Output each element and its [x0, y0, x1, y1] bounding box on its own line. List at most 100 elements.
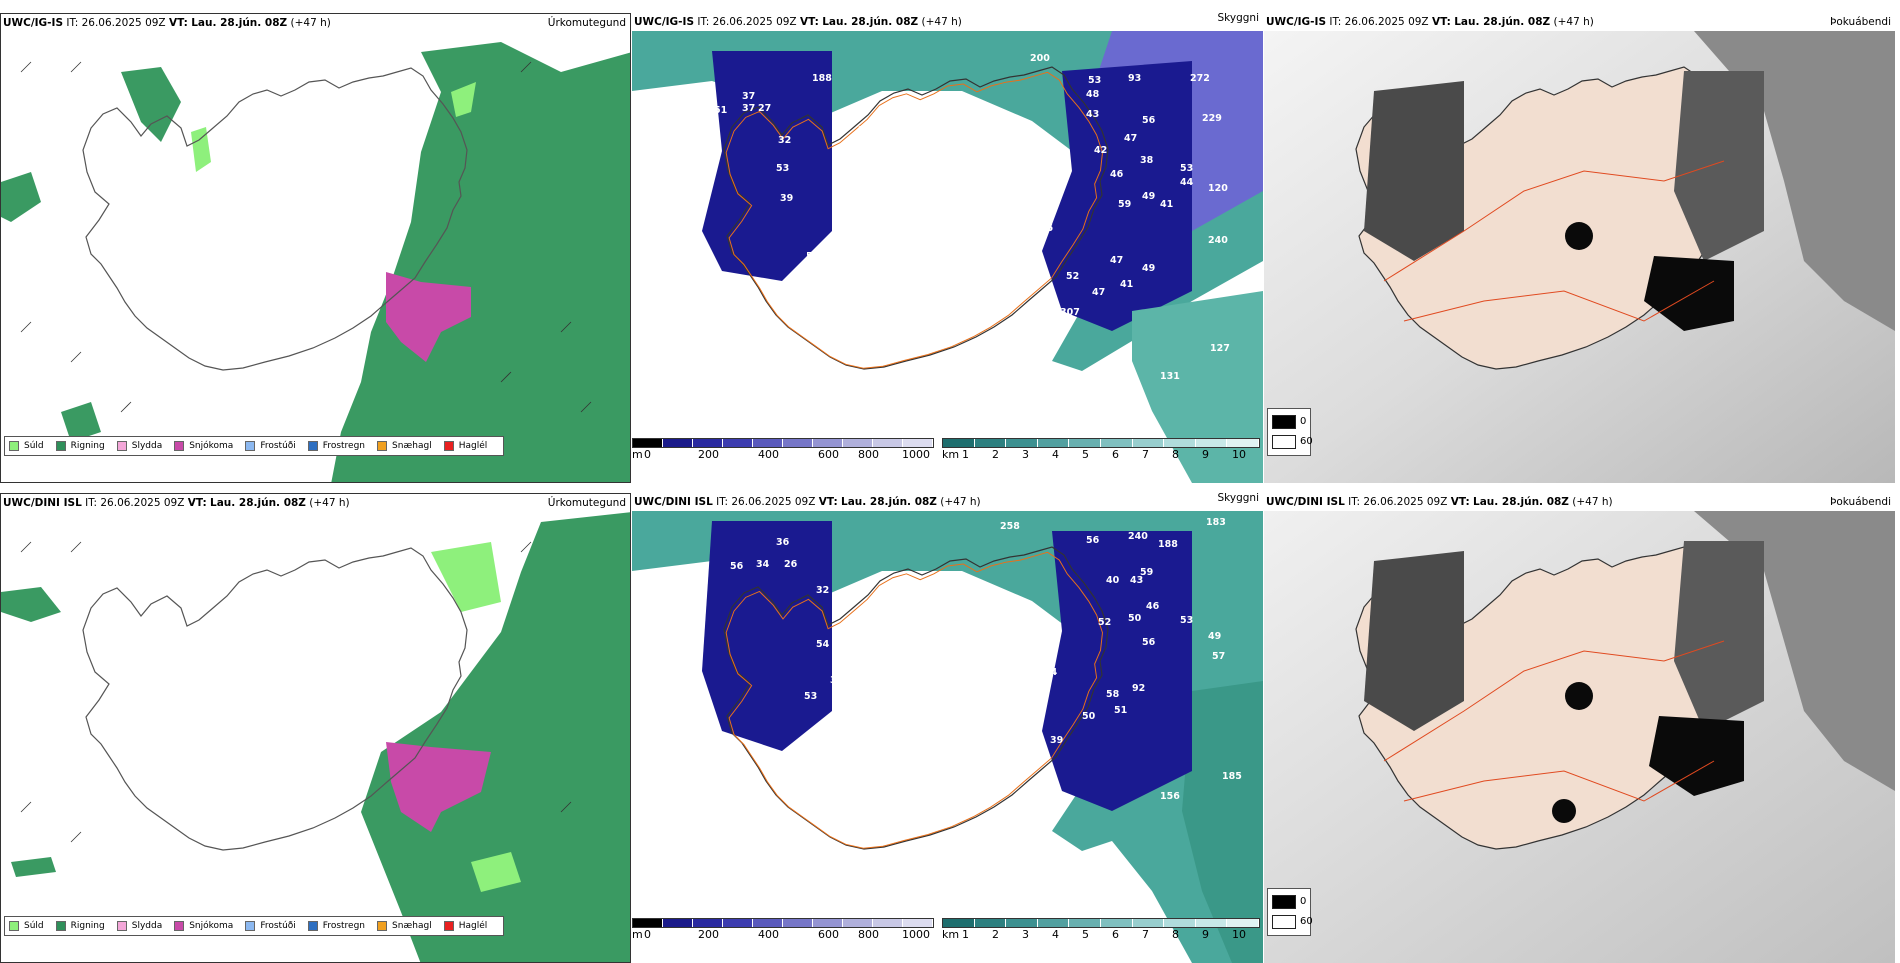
- panel-title: Úrkomutegund: [547, 497, 626, 509]
- ceiling-label: 57: [1212, 651, 1225, 662]
- fog-map: [1264, 31, 1895, 483]
- ceiling-label: 258: [1000, 521, 1020, 532]
- visibility-tick: 3: [1022, 448, 1029, 461]
- ceiling-tick: 800: [858, 928, 879, 941]
- it-time: 26.06.2025 09Z: [1363, 496, 1448, 508]
- lead-time: (+47 h): [309, 497, 350, 509]
- legend-swatch: [55, 441, 66, 451]
- it-label: IT:: [1348, 496, 1361, 508]
- ceiling-label: 58: [892, 149, 906, 160]
- vt-time: Lau. 28.jún. 08Z: [191, 17, 288, 29]
- model-name: UWC/IG-IS: [634, 16, 695, 28]
- ceiling-label: 46: [1110, 169, 1124, 180]
- ceiling-label: 32: [778, 135, 791, 146]
- fog-swatch-high: [1272, 915, 1296, 929]
- legend-swatch: [116, 441, 127, 451]
- ceiling-label: 42: [1094, 145, 1107, 156]
- model-name: UWC/IG-IS: [1266, 16, 1327, 28]
- row-dini: UWC/DINI ISL IT: 26.06.2025 09Z VT: Lau.…: [0, 493, 1900, 963]
- it-time: 26.06.2025 09Z: [100, 497, 185, 509]
- legend-swatch: [307, 441, 318, 451]
- visibility-tick: 6: [1112, 448, 1119, 461]
- fog-panel: UWC/DINI ISL IT: 26.06.2025 09Z VT: Lau.…: [1264, 493, 1895, 963]
- it-label: IT:: [697, 16, 710, 28]
- ceiling-label: 53: [1088, 75, 1101, 86]
- legend-swatch: [174, 441, 185, 451]
- panel-title: Úrkomutegund: [547, 17, 626, 29]
- ceiling-label: 37: [828, 239, 841, 250]
- it-label: IT:: [85, 497, 98, 509]
- ceiling-label: 56: [1086, 535, 1100, 546]
- ceiling-colorbar: m 0 200 400 600 800 1000: [632, 918, 942, 948]
- precip-legend: Súld Rigning Slydda Snjókoma Frostúði Fr…: [4, 916, 505, 936]
- ceiling-label: 77: [886, 649, 899, 660]
- legend-item: Snjókoma: [174, 441, 233, 451]
- ceiling-label: 27: [758, 103, 771, 114]
- visibility-tick: 4: [1052, 928, 1059, 941]
- panel-title: Þokuábendi: [1830, 496, 1891, 508]
- visibility-tick: 2: [992, 448, 999, 461]
- ceiling-label: 56: [1142, 115, 1156, 126]
- legend-item: Snæhagl: [377, 921, 432, 931]
- ceiling-label: 54: [1044, 667, 1058, 678]
- vt-time: Lau. 28.jún. 08Z: [210, 497, 306, 509]
- ceiling-label: 40: [1106, 575, 1120, 586]
- ceiling-label: 53: [804, 691, 817, 702]
- ceiling-tick: 400: [758, 928, 779, 941]
- ceiling-label: 50: [1128, 613, 1142, 624]
- ceiling-label: 54: [816, 639, 830, 650]
- ceiling-label: 41: [1120, 279, 1133, 290]
- lead-time: (+47 h): [290, 17, 331, 29]
- legend-item: Frostregn: [307, 921, 365, 931]
- ceiling-tick: 1000: [902, 928, 930, 941]
- model-name: UWC/DINI ISL: [634, 496, 713, 508]
- ceiling-label: 58: [1106, 689, 1120, 700]
- visibility-map: 200 188 53 93 272 48 37 27 43 51 37 229 …: [632, 31, 1263, 483]
- ceiling-label: 39: [1050, 735, 1063, 746]
- visibility-tick: 5: [1082, 928, 1089, 941]
- ceiling-tick: 0: [644, 928, 651, 941]
- vt-label: VT:: [187, 497, 207, 509]
- legend-swatch: [9, 441, 19, 451]
- ceiling-unit: m: [632, 928, 643, 941]
- ceiling-label: 32: [816, 585, 829, 596]
- ceiling-tick: 400: [758, 448, 779, 461]
- legend-item: Frostúði: [245, 441, 296, 451]
- ceiling-label: 118: [886, 663, 906, 674]
- legend-item: Snjókoma: [174, 921, 233, 931]
- visibility-colorbar: km 1 2 3 4 5 6 7 8 9 10: [942, 438, 1260, 468]
- visibility-map: 258 183 56 240 36 56 34 26 188 59 40 43 …: [632, 511, 1263, 963]
- ceiling-label: 26: [784, 559, 798, 570]
- ceiling-label: 49: [1142, 191, 1155, 202]
- legend-swatch: [443, 441, 454, 451]
- lead-time: (+47 h): [1553, 16, 1594, 28]
- fog-map: [1264, 511, 1895, 963]
- ceiling-label: 37: [742, 91, 755, 102]
- ceiling-label: 49: [1208, 631, 1221, 642]
- ceiling-tick: 0: [644, 448, 651, 461]
- ceiling-label: 43: [1130, 575, 1143, 586]
- ceiling-label: 37: [742, 103, 755, 114]
- visibility-panel: UWC/DINI ISL IT: 26.06.2025 09Z VT: Lau.…: [632, 493, 1263, 963]
- ceiling-label: 240: [1208, 235, 1228, 246]
- precip-type-panel: UWC/IG-IS IT: 26.06.2025 09Z VT: Lau. 28…: [0, 13, 631, 483]
- legend-item: Rigning: [55, 441, 105, 451]
- legend-swatch: [174, 921, 185, 931]
- fog-swatch-low: [1272, 415, 1296, 429]
- legend-item: Haglél: [443, 441, 487, 451]
- panel-header: UWC/DINI ISL IT: 26.06.2025 09Z VT: Lau.…: [3, 497, 350, 511]
- legend-swatch: [245, 921, 256, 931]
- vt-time: Lau. 28.jún. 08Z: [1454, 16, 1551, 28]
- ceiling-label: 202: [858, 125, 878, 136]
- legend-item: Frostúði: [245, 921, 296, 931]
- lead-time: (+47 h): [1572, 496, 1613, 508]
- visibility-tick: 4: [1052, 448, 1059, 461]
- ceiling-bar-swatches: [632, 438, 934, 448]
- ceiling-label: 272: [1190, 73, 1210, 84]
- legend-item: Snæhagl: [377, 441, 432, 451]
- visibility-tick: 8: [1172, 448, 1179, 461]
- it-time: 26.06.2025 09Z: [712, 16, 797, 28]
- visibility-tick: 2: [992, 928, 999, 941]
- ceiling-label: 38: [1140, 155, 1154, 166]
- ceiling-label: 52: [652, 257, 665, 268]
